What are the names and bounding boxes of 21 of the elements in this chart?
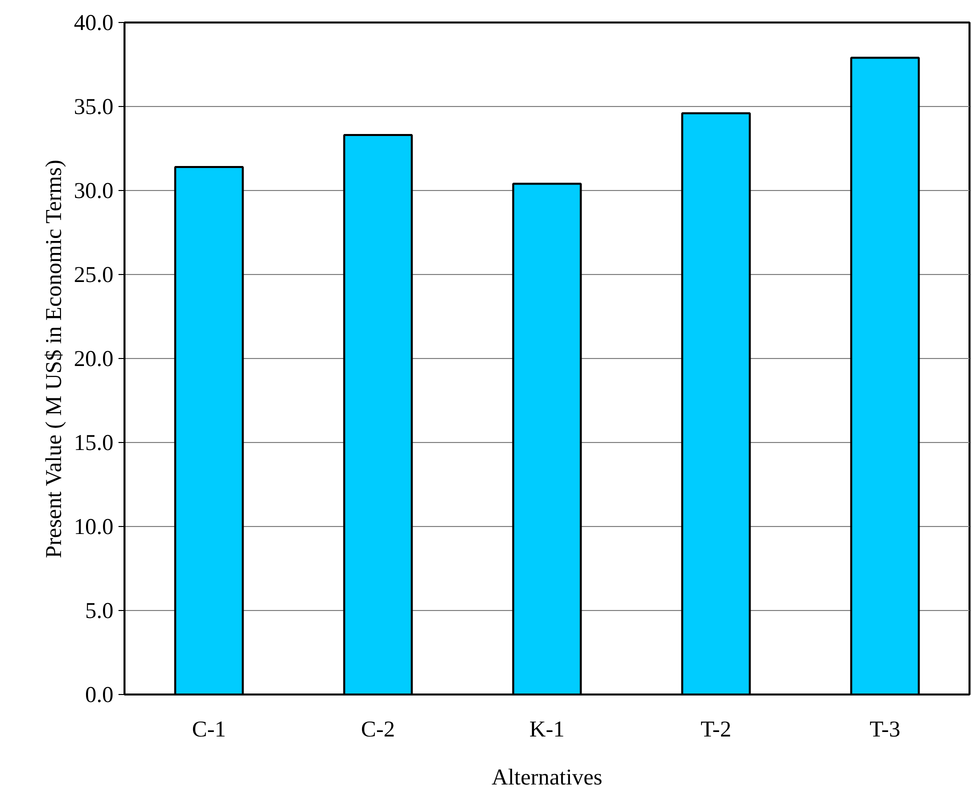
bar — [174, 166, 244, 694]
y-axis-title: Present Value ( M US$ in Economic Terms) — [40, 160, 66, 558]
bar — [850, 56, 920, 694]
y-tick-label: 10.0 — [74, 514, 114, 539]
bar — [512, 182, 582, 694]
x-axis-title: Alternatives — [492, 764, 602, 790]
x-tick-label: K-1 — [529, 716, 565, 742]
bar — [343, 134, 413, 694]
y-tick-label: 20.0 — [74, 346, 114, 371]
y-tick-label: 40.0 — [74, 10, 114, 35]
y-tick-label: 0.0 — [85, 682, 114, 707]
y-tick-label: 25.0 — [74, 262, 114, 287]
x-tick-label: T-3 — [870, 716, 900, 742]
bar — [681, 112, 751, 694]
x-tick-label: C-2 — [361, 716, 395, 742]
y-tick-label: 5.0 — [85, 598, 114, 623]
y-tick-label: 15.0 — [74, 430, 114, 455]
x-tick-label: T-2 — [700, 716, 732, 742]
y-tick-label: 35.0 — [74, 94, 114, 119]
y-tick-label: 30.0 — [74, 178, 114, 203]
x-tick-label: C-1 — [192, 716, 226, 742]
